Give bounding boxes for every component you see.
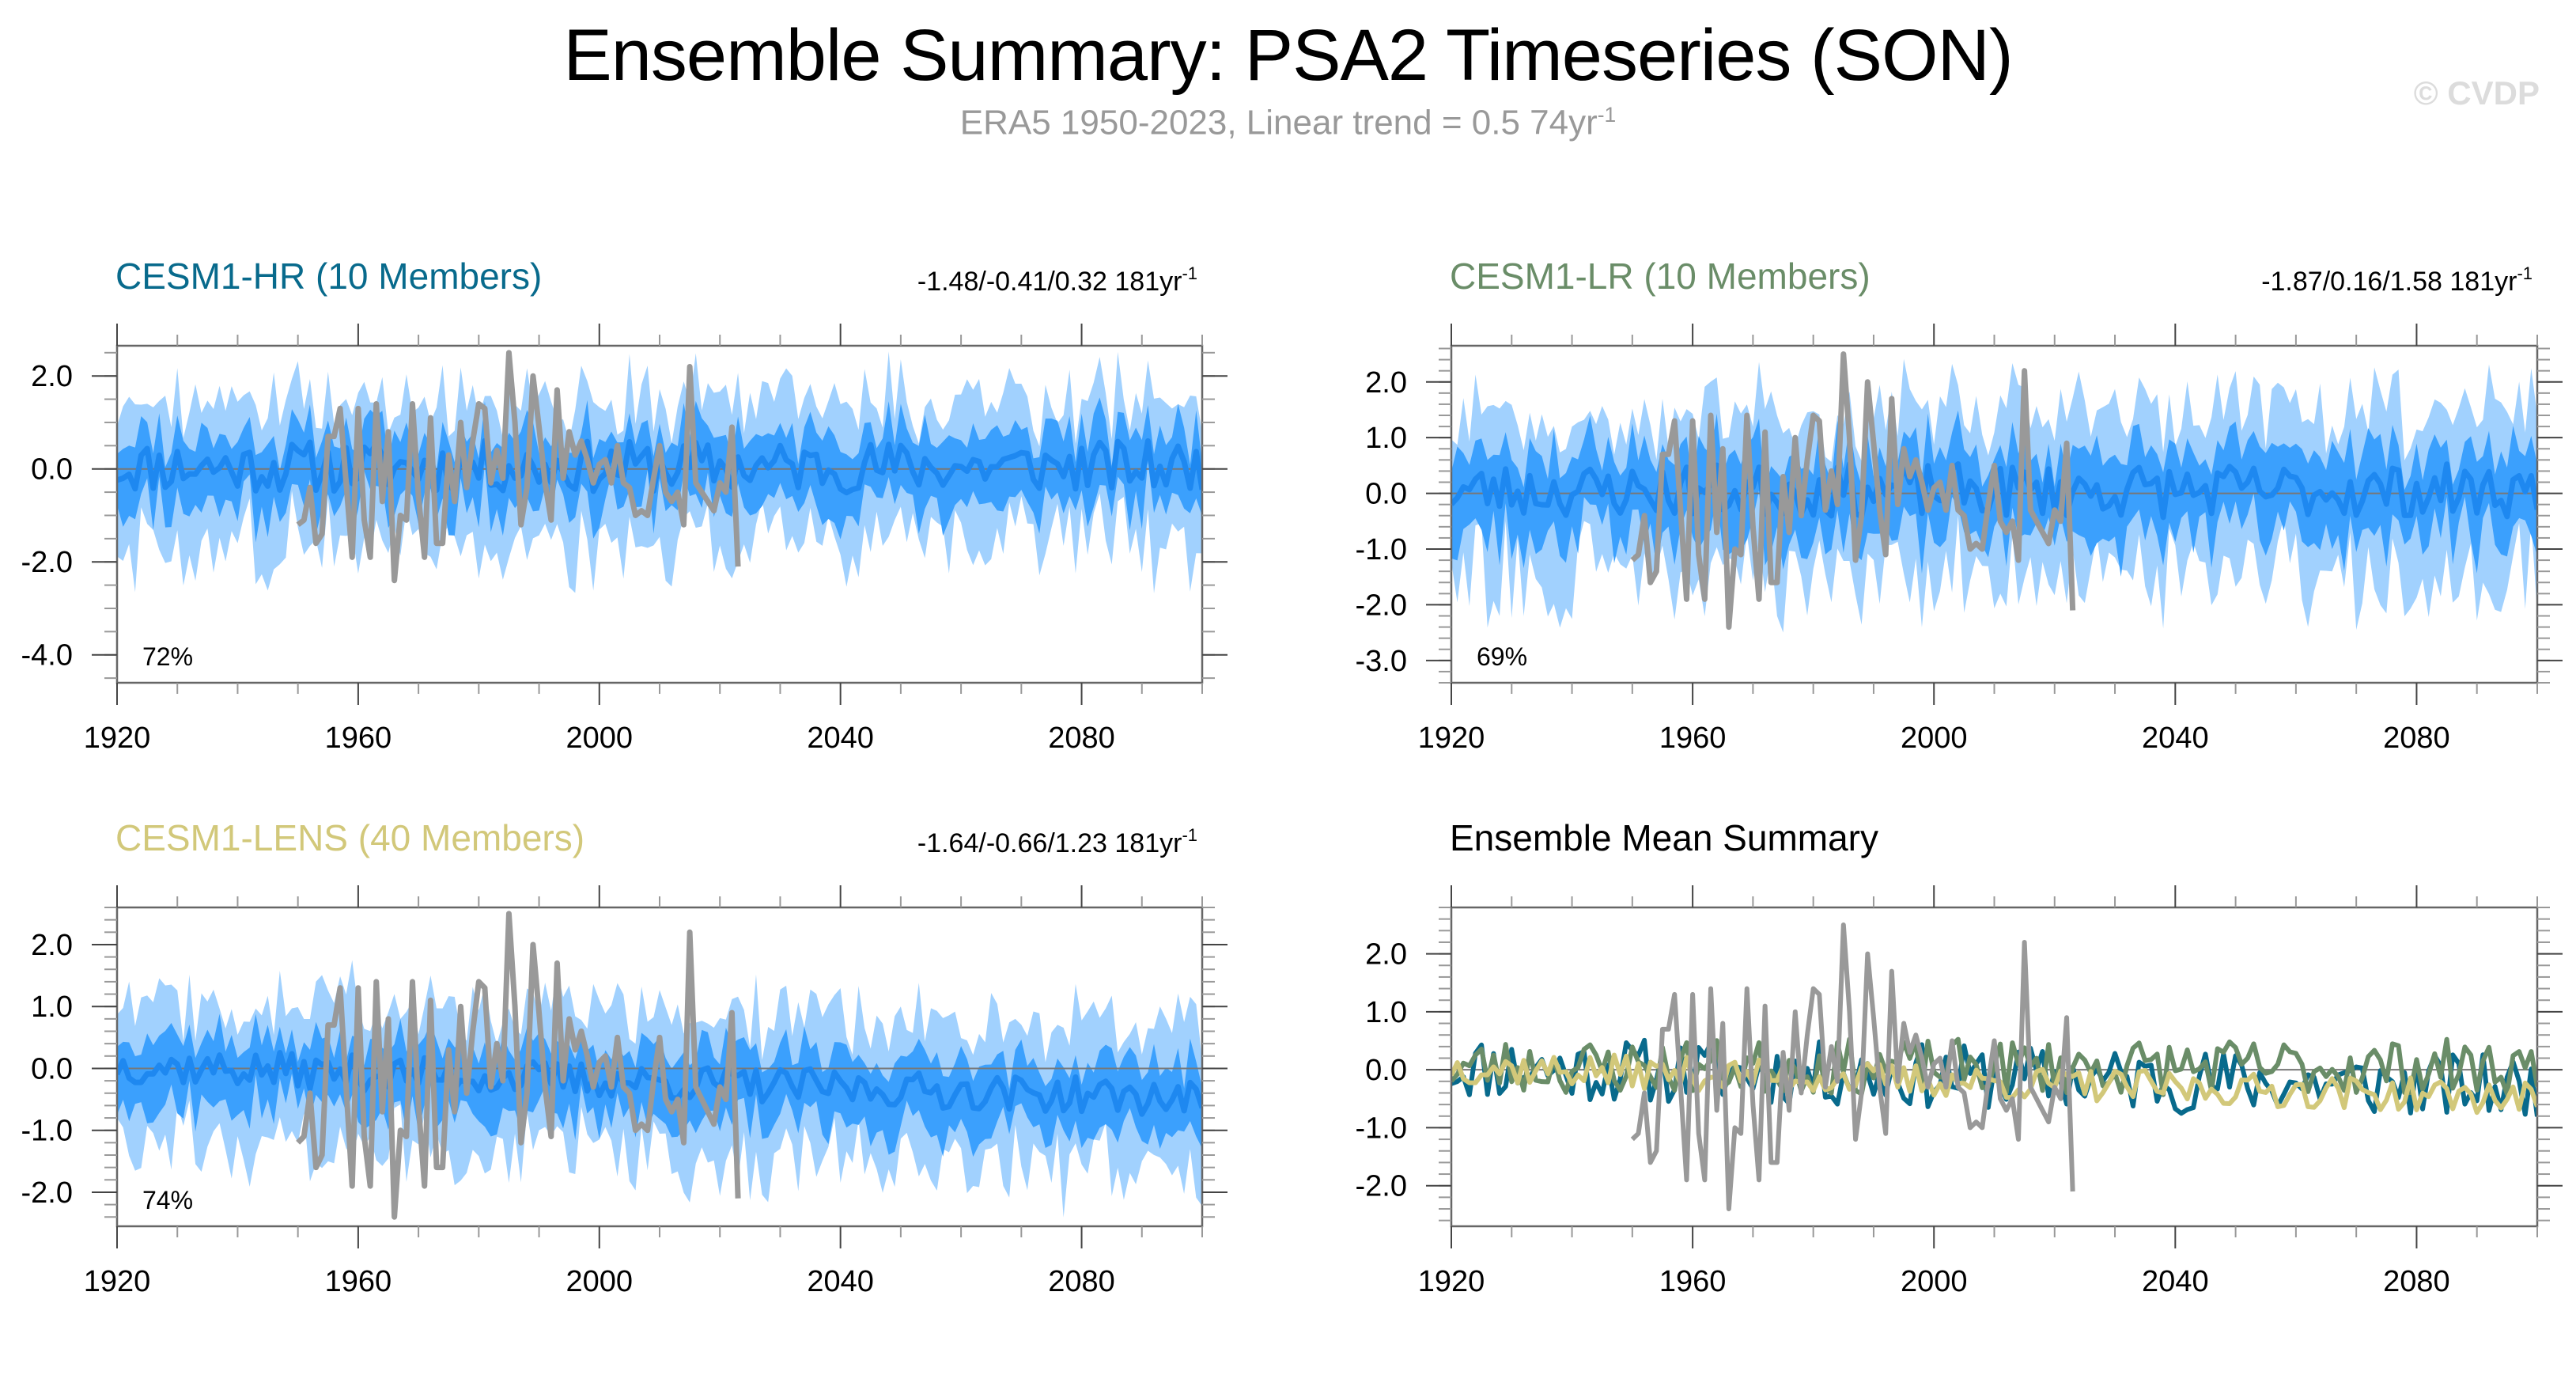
x-tick-label: 1920 [84, 722, 151, 755]
x-tick-label: 2040 [807, 722, 874, 755]
y-tick-label: -2.0 [21, 546, 73, 579]
chart-subtitle: ERA5 1950-2023, Linear trend = 0.5 74yr-… [0, 103, 2576, 143]
subtitle-superscript: -1 [1597, 103, 1617, 127]
cvdp-watermark: © CVDP [2413, 74, 2540, 112]
panel-title: CESM1-LR (10 Members) [1450, 256, 1871, 297]
y-tick-label: -2.0 [1356, 1170, 1407, 1203]
trend-superscript: -1 [1182, 825, 1197, 845]
x-tick-label: 2000 [1901, 722, 1968, 755]
x-tick-label: 2000 [566, 722, 634, 755]
chart-title: Ensemble Summary: PSA2 Timeseries (SON) [563, 15, 2013, 96]
x-tick-label: 1960 [1659, 722, 1727, 755]
trend-superscript: -1 [2517, 263, 2532, 283]
x-tick-label: 1920 [84, 1265, 151, 1298]
x-tick-label: 1920 [1418, 722, 1485, 755]
trend-label: -1.87/0.16/1.58 181yr-1 [2261, 263, 2532, 297]
x-tick-label: 2080 [2383, 1265, 2450, 1298]
y-tick-label: 2.0 [1365, 366, 1407, 400]
y-tick-label: 0.0 [31, 453, 73, 487]
y-tick-label: 1.0 [1365, 996, 1407, 1029]
trend-label: -1.48/-0.41/0.32 181yr-1 [917, 263, 1197, 297]
y-tick-label: -1.0 [1356, 1112, 1407, 1145]
y-tick-label: -3.0 [1356, 645, 1407, 678]
y-tick-label: 0.0 [1365, 1054, 1407, 1087]
plot-area [117, 350, 1202, 594]
x-tick-label: 2080 [1048, 1265, 1115, 1298]
era5-line [1630, 922, 2075, 1212]
y-tick-label: -2.0 [1356, 589, 1407, 622]
x-tick-label: 2040 [2142, 722, 2209, 755]
series-line-cesm1-lens [1451, 1052, 2537, 1116]
y-tick-label: -4.0 [21, 639, 73, 672]
plot-area [117, 911, 1202, 1220]
x-tick-label: 1960 [1659, 1265, 1727, 1298]
y-tick-label: 2.0 [1365, 938, 1407, 972]
y-tick-label: -1.0 [21, 1115, 73, 1148]
y-tick-label: 0.0 [31, 1052, 73, 1085]
x-tick-label: 2000 [566, 1265, 634, 1298]
percent-label: 74% [142, 1186, 193, 1214]
era5-line [296, 911, 741, 1220]
panel-ensemble-mean-summary: Ensemble Mean Summary 2.0 1.0 0.0 -1.0 -2.0 19… [1356, 817, 2563, 1298]
plot-area [1451, 922, 2537, 1212]
x-tick-label: 2000 [1901, 1265, 1968, 1298]
panel-cesm1-lr: CESM1-LR (10 Members) -1.87/0.16/1.58 181… [1356, 256, 2563, 755]
trend-label: -1.64/-0.66/1.23 181yr-1 [917, 825, 1197, 858]
y-tick-label: 2.0 [31, 929, 73, 962]
y-tick-label: 0.0 [1365, 478, 1407, 511]
x-tick-label: 2040 [2142, 1265, 2209, 1298]
x-tick-label: 2080 [2383, 722, 2450, 755]
panel-cesm1-hr: CESM1-HR (10 Members) -1.48/-0.41/0.32 18… [21, 256, 1227, 755]
plot-area [1451, 351, 2537, 633]
x-tick-label: 2040 [807, 1265, 874, 1298]
percent-label: 72% [142, 642, 193, 671]
subtitle-text: ERA5 1950-2023, Linear trend = 0.5 74yr [959, 103, 1598, 142]
x-tick-label: 2080 [1048, 722, 1115, 755]
ensemble-mean-line [117, 1050, 1202, 1117]
y-tick-label: 1.0 [31, 991, 73, 1024]
panel-title: CESM1-HR (10 Members) [115, 256, 542, 297]
ensemble-inner-range [117, 1013, 1202, 1157]
x-tick-label: 1960 [325, 722, 392, 755]
era5-line [296, 350, 741, 584]
panel-title: Ensemble Mean Summary [1450, 817, 1878, 858]
panel-title: CESM1-LENS (40 Members) [115, 817, 584, 858]
y-tick-label: 2.0 [31, 360, 73, 393]
trend-superscript: -1 [1182, 263, 1197, 283]
series-line-cesm1-lr [1451, 1036, 2537, 1097]
percent-label: 69% [1477, 642, 1527, 671]
y-tick-label: -1.0 [1356, 533, 1407, 566]
y-tick-label: 1.0 [1365, 422, 1407, 455]
y-tick-label: -2.0 [21, 1176, 73, 1210]
panel-cesm1-lens: CESM1-LENS (40 Members) -1.64/-0.66/1.23 … [21, 817, 1227, 1298]
era5-line [1630, 351, 2076, 631]
x-tick-label: 1920 [1418, 1265, 1485, 1298]
x-tick-label: 1960 [325, 1265, 392, 1298]
